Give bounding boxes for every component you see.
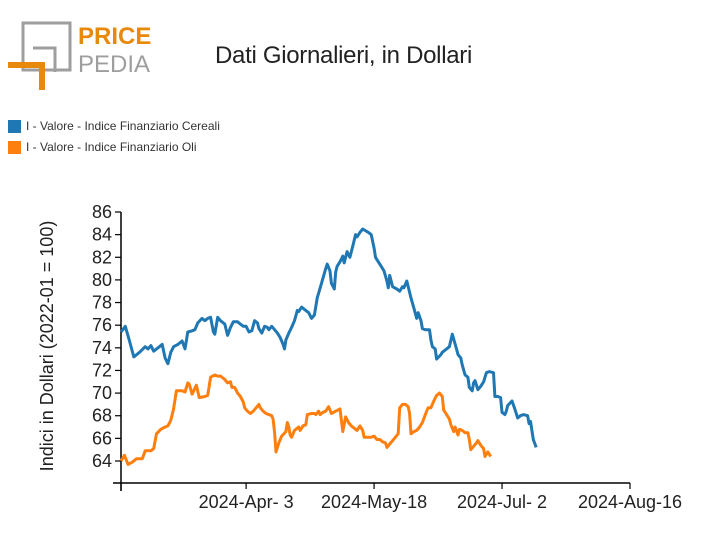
series-lines (119, 227, 538, 466)
x-axis: 2024-Apr- 3 2024-May-18 2024-Jul- 2 2024-Au… (113, 482, 682, 512)
pricepedia-logo: PRICE PEDIA (8, 21, 151, 90)
series-line-cereali (119, 227, 538, 448)
chart-title: Dati Giornalieri, in Dollari (215, 42, 473, 69)
legend-swatch-cereali (8, 119, 21, 133)
y-tick-label: 80 (92, 270, 112, 290)
y-tick-label: 70 (92, 383, 112, 403)
y-tick-label: 84 (92, 225, 112, 245)
x-tick-label: 2024-Apr- 3 (199, 492, 294, 512)
logo-orange-bracket (8, 62, 45, 90)
x-tick-label: 2024-May-18 (321, 492, 427, 512)
legend-item-cereali[interactable]: I - Valore - Indice Finanziario Cereali (8, 119, 220, 133)
series-line-oli (119, 373, 492, 466)
y-tick-label: 72 (92, 360, 112, 380)
y-tick-label: 64 (92, 451, 112, 471)
y-tick-label: 66 (92, 428, 112, 448)
logo-gray-inner (33, 46, 57, 72)
y-axis-title: Indici in Dollari (2022-01 = 100) (37, 221, 57, 472)
y-tick-label: 76 (92, 315, 112, 335)
y-tick-label: 82 (92, 247, 112, 267)
y-tick-label: 78 (92, 293, 112, 313)
y-tick-label: 74 (92, 338, 112, 358)
legend-label-cereali: I - Valore - Indice Finanziario Cereali (26, 119, 220, 133)
y-tick-label: 86 (92, 202, 112, 222)
logo-text-pedia: PEDIA (78, 51, 150, 78)
legend-item-oli[interactable]: I - Valore - Indice Finanziario Oli (8, 140, 197, 154)
logo-gray-frame (21, 21, 72, 72)
legend-label-oli: I - Valore - Indice Finanziario Oli (26, 140, 197, 154)
x-tick-label: 2024-Aug-16 (578, 492, 682, 512)
y-tick-label: 68 (92, 406, 112, 426)
logo-text-price: PRICE (78, 23, 151, 50)
x-tick-label: 2024-Jul- 2 (457, 492, 547, 512)
legend-swatch-oli (8, 140, 21, 154)
